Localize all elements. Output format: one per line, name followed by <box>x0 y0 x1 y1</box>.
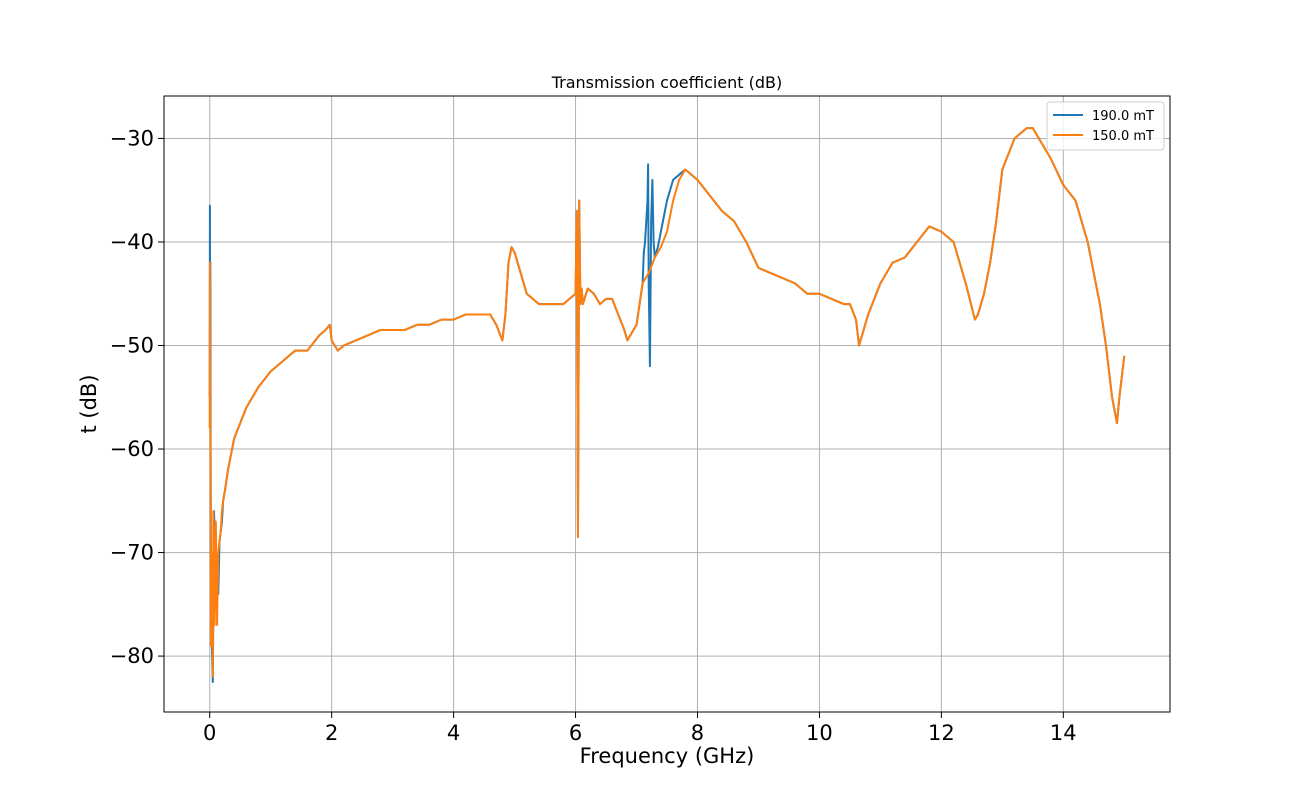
chart-title: Transmission coefficient (dB) <box>551 73 783 92</box>
y-tick-label: −60 <box>110 437 154 461</box>
y-tick-label: −50 <box>110 334 154 358</box>
series-line-0 <box>208 127 1126 683</box>
grid <box>164 96 1170 712</box>
x-tick-label: 8 <box>691 721 704 745</box>
x-tick-label: 4 <box>447 721 460 745</box>
x-tick-label: 6 <box>569 721 582 745</box>
x-axis-label: Frequency (GHz) <box>580 744 755 768</box>
x-tick-label: 2 <box>325 721 338 745</box>
y-tick-label: −40 <box>110 230 154 254</box>
x-tick-label: 10 <box>806 721 833 745</box>
y-tick-label: −70 <box>110 541 154 565</box>
legend-label-0: 190.0 mT <box>1092 109 1154 124</box>
x-tick-label: 0 <box>203 721 216 745</box>
legend-label-1: 150.0 mT <box>1092 129 1154 144</box>
series-line-1 <box>208 127 1126 678</box>
x-tick-label: 14 <box>1050 721 1077 745</box>
y-axis-label: t (dB) <box>77 374 101 433</box>
y-tick-label: −80 <box>110 644 154 668</box>
ticks: 0 2 4 6 8 10 12 14 −80 −70 −60 −50 −40 −30 <box>110 126 1077 745</box>
x-tick-label: 12 <box>928 721 955 745</box>
legend: 190.0 mT 150.0 mT <box>1046 101 1165 151</box>
series-layer <box>208 127 1126 683</box>
y-tick-label: −30 <box>110 126 154 150</box>
plot-frame <box>163 95 1171 713</box>
